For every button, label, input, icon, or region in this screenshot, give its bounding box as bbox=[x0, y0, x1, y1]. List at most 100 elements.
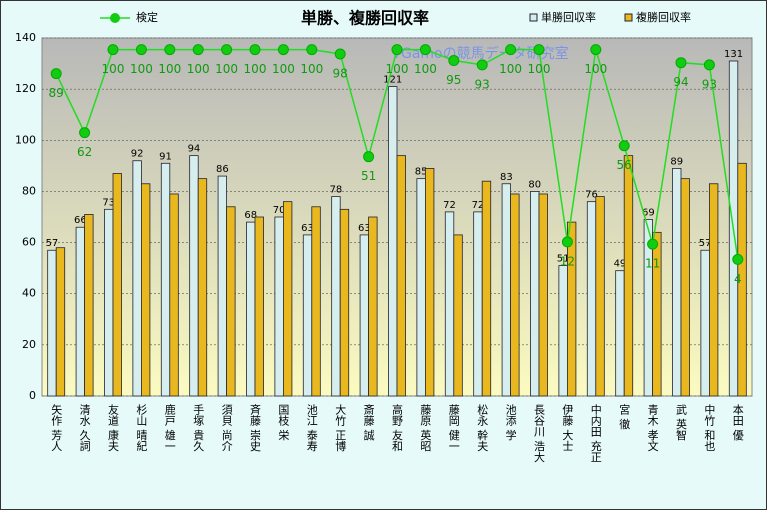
line-value-label: 100 bbox=[158, 62, 181, 76]
y-tick-label: 0 bbox=[29, 389, 36, 402]
value-label: 80 bbox=[528, 179, 541, 190]
line-value-label: 51 bbox=[361, 169, 376, 183]
legend-label: 検定 bbox=[136, 10, 158, 24]
bar bbox=[700, 249, 710, 397]
bar bbox=[672, 168, 682, 397]
value-label: 94 bbox=[188, 144, 201, 155]
bar bbox=[416, 178, 426, 397]
chart-title: 単勝、複勝回収率 bbox=[301, 9, 429, 28]
bar bbox=[473, 211, 483, 397]
value-label: 63 bbox=[358, 223, 371, 234]
line-value-label: 94 bbox=[673, 75, 688, 89]
x-tick-label: 池添 学 bbox=[504, 404, 517, 441]
value-label: 85 bbox=[415, 167, 428, 178]
bar bbox=[55, 247, 66, 397]
line-marker bbox=[647, 238, 659, 250]
value-label: 92 bbox=[131, 149, 144, 160]
line-value-label: 62 bbox=[77, 145, 92, 159]
bar bbox=[481, 180, 492, 397]
line-value-label: 89 bbox=[49, 86, 64, 100]
line-value-label: 100 bbox=[102, 62, 125, 76]
line-value-label: 98 bbox=[333, 66, 348, 80]
line-value-label: 100 bbox=[215, 62, 238, 76]
line-marker bbox=[732, 253, 744, 265]
value-label: 73 bbox=[102, 197, 115, 208]
line-value-label: 93 bbox=[702, 77, 717, 91]
bar bbox=[282, 201, 293, 397]
legend-label: 単勝回収率 bbox=[541, 10, 596, 24]
value-label: 63 bbox=[301, 223, 314, 234]
legend-swatch bbox=[624, 13, 633, 22]
bar bbox=[359, 234, 369, 397]
bar bbox=[396, 155, 406, 397]
x-tick-label: 矢作 芳人 bbox=[50, 403, 63, 452]
bar bbox=[189, 155, 199, 397]
line-value-label: 93 bbox=[475, 77, 490, 91]
value-label: 86 bbox=[216, 164, 229, 175]
line-marker bbox=[703, 59, 715, 71]
line-value-label: 100 bbox=[130, 62, 153, 76]
line-marker bbox=[277, 44, 289, 56]
bar bbox=[339, 208, 350, 397]
bar bbox=[311, 206, 321, 397]
y-tick-label: 100 bbox=[15, 133, 36, 146]
x-tick-label: 藤原 英昭 bbox=[419, 404, 432, 452]
line-marker bbox=[192, 44, 204, 56]
bar bbox=[47, 249, 57, 397]
bar bbox=[453, 234, 463, 397]
value-label: 131 bbox=[724, 49, 743, 60]
line-value-label: 100 bbox=[528, 62, 551, 76]
line-marker bbox=[50, 68, 62, 80]
line-marker bbox=[391, 44, 403, 56]
line-value-label: 11 bbox=[645, 257, 660, 271]
bar bbox=[586, 201, 597, 397]
bar bbox=[112, 173, 122, 397]
value-label: 89 bbox=[670, 156, 683, 167]
bar bbox=[217, 175, 228, 397]
bar bbox=[709, 183, 719, 397]
bar bbox=[160, 162, 171, 397]
y-tick-label: 60 bbox=[22, 236, 36, 249]
line-marker bbox=[590, 44, 602, 56]
line-value-label: 100 bbox=[414, 62, 437, 76]
bar bbox=[737, 162, 747, 397]
legend-swatch bbox=[529, 13, 538, 22]
value-label: 78 bbox=[330, 185, 343, 196]
value-label: 66 bbox=[74, 215, 87, 226]
line-marker bbox=[79, 127, 91, 139]
x-tick-label: 中内田 充正 bbox=[589, 404, 602, 463]
value-label: 76 bbox=[585, 190, 598, 201]
line-value-label: 100 bbox=[187, 62, 210, 76]
line-marker bbox=[419, 44, 431, 56]
x-tick-label: 武 英智 bbox=[675, 404, 688, 441]
value-label: 72 bbox=[472, 200, 485, 211]
legend-label: 複勝回収率 bbox=[636, 10, 691, 24]
x-tick-label: 青木 孝文 bbox=[646, 404, 659, 452]
x-tick-label: 須貝 尚介 bbox=[220, 404, 233, 452]
bar bbox=[595, 196, 605, 397]
line-marker bbox=[363, 151, 375, 163]
y-tick-label: 40 bbox=[22, 287, 36, 300]
bar bbox=[132, 160, 142, 397]
bar bbox=[530, 191, 540, 397]
bar bbox=[424, 168, 435, 397]
line-marker bbox=[618, 140, 630, 152]
value-label: 57 bbox=[699, 238, 712, 249]
legend-marker bbox=[110, 13, 120, 23]
value-label: 83 bbox=[500, 172, 513, 183]
line-marker bbox=[164, 44, 176, 56]
line-marker bbox=[675, 57, 687, 69]
x-tick-label: 友道 康夫 bbox=[107, 403, 120, 452]
x-tick-label: 斉藤 崇史 bbox=[249, 403, 262, 452]
bar bbox=[444, 211, 455, 397]
x-tick-label: 宮 徹 bbox=[618, 403, 631, 430]
bar bbox=[567, 221, 577, 397]
x-tick-label: 杉山 晴紀 bbox=[135, 403, 148, 452]
bar bbox=[274, 216, 284, 397]
x-tick-label: 松永 幹夫 bbox=[476, 403, 489, 452]
x-tick-label: 清水 久詞 bbox=[78, 404, 91, 452]
value-label: 70 bbox=[273, 205, 286, 216]
line-value-label: 4 bbox=[734, 272, 742, 286]
bar bbox=[254, 216, 264, 397]
